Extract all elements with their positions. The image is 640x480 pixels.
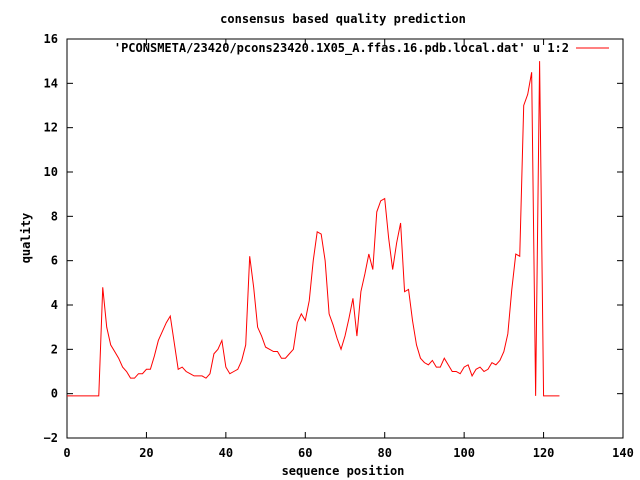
x-tick-label: 20 (139, 446, 153, 460)
x-tick-label: 140 (612, 446, 634, 460)
y-axis-label: quality (19, 213, 33, 264)
x-tick-label: 120 (533, 446, 555, 460)
y-tick-label: 0 (51, 387, 58, 401)
series-line (67, 61, 560, 397)
x-tick-label: 40 (219, 446, 233, 460)
y-tick-label: 2 (51, 342, 58, 356)
x-tick-label: 60 (298, 446, 312, 460)
y-tick-label: 14 (44, 76, 58, 90)
y-tick-label: 16 (44, 32, 58, 46)
x-axis-label: sequence position (282, 464, 405, 478)
y-tick-label: 12 (44, 121, 58, 135)
plot-border (66, 38, 624, 439)
chart-title: consensus based quality prediction (220, 12, 466, 26)
series-group (67, 61, 560, 397)
x-tick-label: 100 (453, 446, 475, 460)
y-tick-label: 10 (44, 165, 58, 179)
x-tick-label: 0 (63, 446, 70, 460)
y-tick-label: −2 (44, 431, 58, 445)
x-axis-ticks: 0 20 40 60 80 100 120 140 (63, 39, 634, 460)
y-axis-ticks: −2 0 2 4 6 8 10 12 14 16 (44, 32, 623, 445)
legend: 'PCONSMETA/23420/pcons23420.1X05_A.ffas.… (114, 41, 609, 56)
y-tick-label: 6 (51, 254, 58, 268)
x-tick-label: 80 (377, 446, 391, 460)
y-tick-label: 4 (51, 298, 58, 312)
plot-frame (66, 38, 624, 439)
legend-entry-label: 'PCONSMETA/23420/pcons23420.1X05_A.ffas.… (114, 41, 569, 56)
y-tick-label: 8 (51, 209, 58, 223)
